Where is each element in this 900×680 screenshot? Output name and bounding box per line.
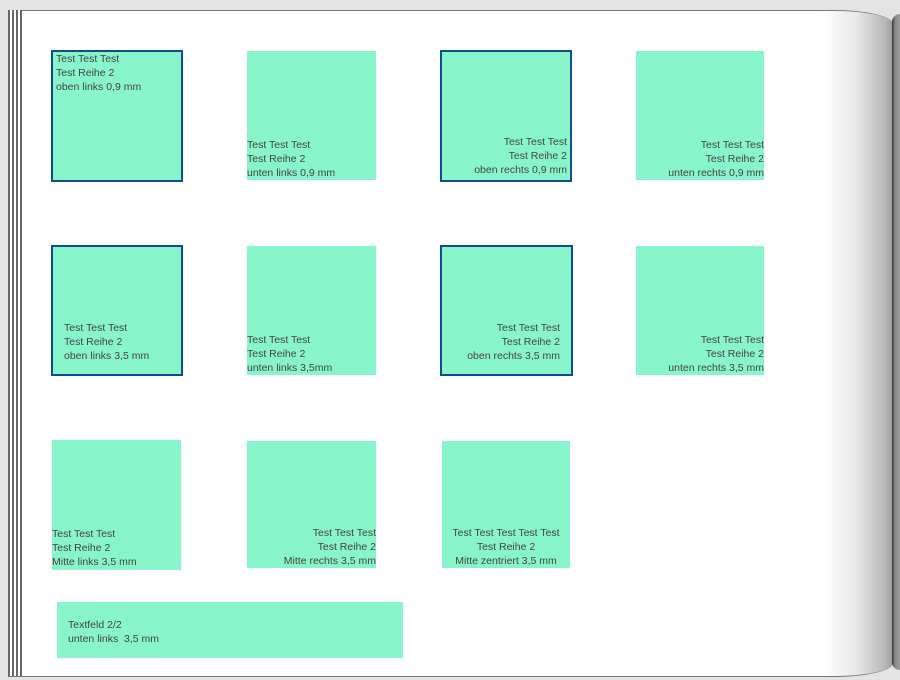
- text-line: Test Test Test: [64, 322, 128, 334]
- text-line: Test Reihe 2: [705, 348, 764, 360]
- text-line: oben rechts 0,9 mm: [474, 164, 567, 176]
- text-line: unten rechts 0,9 mm: [668, 167, 764, 179]
- text-line: Test Reihe 2: [52, 542, 111, 554]
- text-box-11[interactable]: Test Test Test Test Test Test Reihe 2 Mitt…: [442, 441, 570, 568]
- text-line: Test Reihe 2: [705, 153, 764, 165]
- text-line: Test Test Test Test Test: [452, 527, 560, 539]
- text-box-1[interactable]: Test Test Test Test Reihe 2 oben links 0,9…: [51, 50, 183, 182]
- text-box-2[interactable]: Test Test Test Test Reihe 2 unten links 0,…: [247, 51, 376, 180]
- text-line: unten rechts 3,5 mm: [668, 362, 764, 374]
- next-page-edge[interactable]: [892, 14, 900, 670]
- text-line: Mitte links 3,5 mm: [52, 556, 137, 568]
- text-line: unten links 3,5 mm: [68, 633, 160, 645]
- text-box-4[interactable]: Test Test Test Test Reihe 2 unten rechts 0…: [636, 51, 764, 180]
- text-line: Test Reihe 2: [56, 67, 115, 79]
- text-line: oben rechts 3,5 mm: [467, 350, 560, 362]
- text-box-9[interactable]: Test Test Test Test Reihe 2 Mitte links 3,…: [52, 440, 181, 570]
- text-box-3[interactable]: Test Test Test Test Reihe 2 oben rechts 0,…: [440, 50, 572, 182]
- text-line: Test Reihe 2: [247, 153, 306, 165]
- text-box-10[interactable]: Test Test Test Test Reihe 2 Mitte rechts 3…: [247, 441, 376, 568]
- text-line: Test Reihe 2: [476, 541, 536, 553]
- text-line: Test Reihe 2: [317, 541, 376, 553]
- page-curl-shadow: [823, 11, 893, 676]
- text-line: oben links 0,9 mm: [56, 81, 142, 93]
- text-line: Test Test Test: [247, 139, 311, 151]
- book-spine: [8, 10, 22, 676]
- text-line: Test Test Test: [700, 139, 764, 151]
- text-line: Mitte zentriert 3,5 mm: [455, 555, 557, 567]
- text-line: Test Test Test: [52, 528, 116, 540]
- text-line: Test Reihe 2: [247, 348, 306, 360]
- text-line: Test Test Test: [56, 53, 120, 65]
- text-box-6[interactable]: Test Test Test Test Reihe 2 unten links 3,…: [247, 246, 376, 375]
- text-line: Test Reihe 2: [508, 150, 567, 162]
- text-line: Mitte rechts 3,5 mm: [283, 555, 376, 567]
- text-line: Test Test Test: [496, 322, 560, 334]
- text-line: oben links 3,5 mm: [64, 350, 150, 362]
- text-line: unten links 0,9 mm: [247, 167, 336, 179]
- text-line: Textfeld 2/2: [68, 619, 122, 631]
- text-line: unten links 3,5mm: [247, 362, 333, 374]
- text-line: Test Test Test: [503, 136, 567, 148]
- text-line: Test Reihe 2: [64, 336, 123, 348]
- text-line: Test Test Test: [247, 334, 311, 346]
- text-box-5[interactable]: Test Test Test Test Reihe 2 oben links 3,5…: [51, 245, 183, 376]
- text-line: Test Test Test: [700, 334, 764, 346]
- text-line: Test Reihe 2: [501, 336, 560, 348]
- text-box-8[interactable]: Test Test Test Test Reihe 2 unten rechts 3…: [636, 246, 764, 375]
- text-line: Test Test Test: [312, 527, 376, 539]
- text-box-12[interactable]: Textfeld 2/2 unten links 3,5 mm: [57, 602, 403, 658]
- text-box-7[interactable]: Test Test Test Test Reihe 2 oben rechts 3,…: [440, 245, 573, 376]
